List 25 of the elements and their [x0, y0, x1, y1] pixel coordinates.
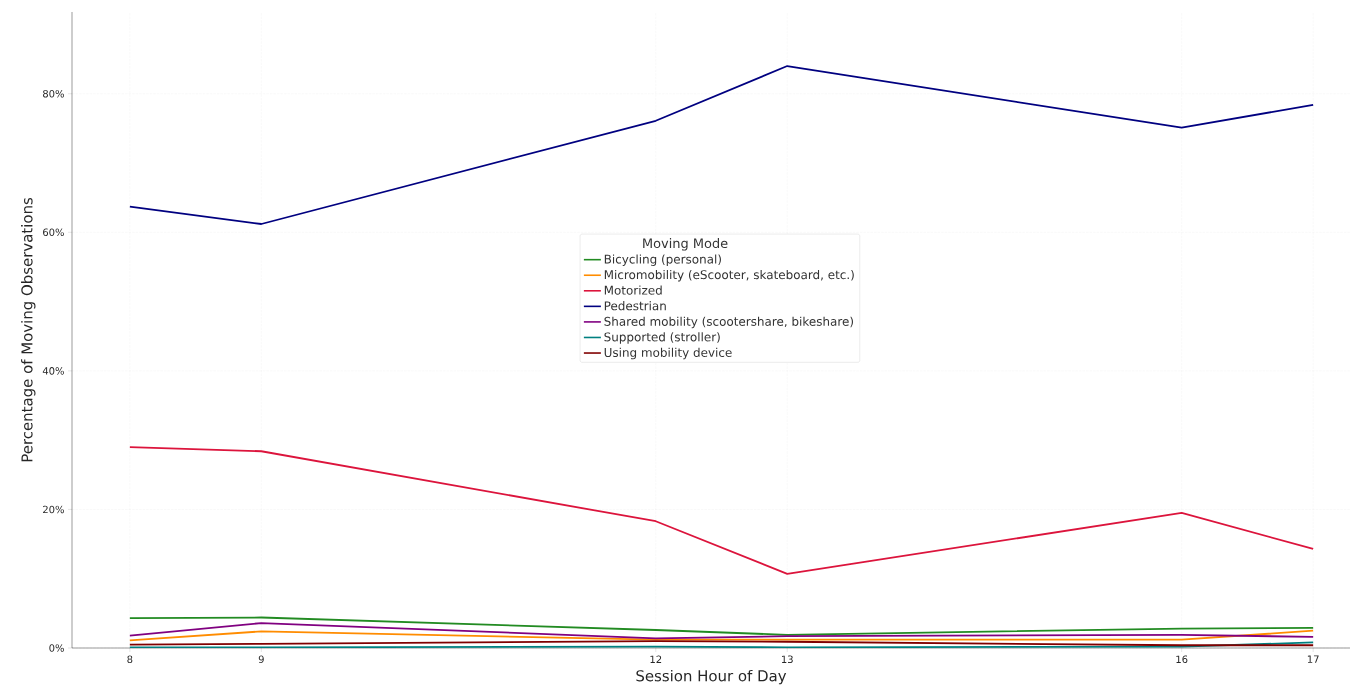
line-series	[128, 446, 1315, 575]
legend-label: Shared mobility (scootershare, bikeshare)	[604, 316, 853, 329]
x-tick-label: 8	[127, 655, 133, 664]
line-series	[128, 616, 1315, 636]
legend-title: Moving Mode	[643, 238, 728, 251]
y-tick-label: 20%	[43, 505, 64, 514]
legend-label: Supported (stroller)	[604, 332, 720, 344]
x-axis-title: Session Hour of Day	[636, 669, 787, 685]
line-series	[128, 622, 1315, 640]
x-tick-label: 12	[650, 655, 662, 663]
legend-label: Motorized	[604, 285, 662, 295]
y-tick-label: 80%	[43, 89, 64, 98]
x-tick-label: 13	[782, 655, 793, 664]
y-tick-label: 60%	[43, 228, 64, 237]
line-series	[128, 65, 1315, 225]
legend-label: Bicycling (personal)	[604, 254, 721, 266]
y-tick-label: 40%	[42, 367, 64, 375]
legend-label: Using mobility device	[604, 347, 732, 360]
y-axis-title: Percentage of Moving Observations	[21, 197, 36, 462]
x-tick-label: 9	[258, 655, 264, 664]
legend-label: Pedestrian	[604, 301, 666, 311]
x-tick-label: 16	[1176, 655, 1188, 664]
y-tick-label: 0%	[49, 644, 64, 652]
legend-label: Micromobility (eScooter, skateboard, etc.)	[604, 269, 854, 282]
x-tick-label: 17	[1307, 655, 1319, 663]
